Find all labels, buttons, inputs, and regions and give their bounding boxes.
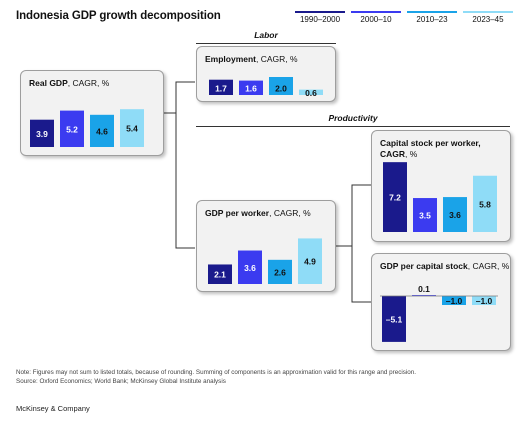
connector-capital-productivity bbox=[351, 246, 371, 303]
bar-4-1 bbox=[412, 295, 436, 296]
data-label-0-2: 4.6 bbox=[96, 126, 108, 136]
source-text: Source: Oxford Economics; World Bank; Mc… bbox=[16, 377, 226, 385]
panel-title-main: Capital stock per worker, bbox=[380, 138, 481, 148]
panel-title-main: Real GDP bbox=[29, 78, 68, 88]
panel-title-line2: CAGR bbox=[380, 149, 406, 159]
section-label-labor: Labor bbox=[254, 30, 278, 40]
data-label-1-3: 0.6 bbox=[305, 88, 317, 98]
data-label-3-1: 3.5 bbox=[419, 211, 431, 221]
bar-1-1 bbox=[239, 80, 263, 95]
data-label-4-1: 0.1 bbox=[418, 284, 430, 294]
bar-3-1 bbox=[413, 198, 437, 232]
legend-label: 2000–10 bbox=[360, 15, 392, 24]
bar-3-3 bbox=[473, 175, 497, 232]
legend-label: 2023–45 bbox=[472, 15, 504, 24]
data-label-0-3: 5.4 bbox=[126, 124, 138, 134]
panel-title-main: Employment bbox=[205, 54, 257, 64]
legend-swatch bbox=[351, 11, 401, 13]
bar-4-3 bbox=[472, 296, 496, 305]
panel-title-main: GDP per capital stock bbox=[380, 261, 468, 271]
bar-0-3 bbox=[120, 109, 144, 147]
section-rule-productivity bbox=[196, 126, 510, 127]
chart-legend: 1990–2000 2000–10 2010–23 2023–45 bbox=[295, 11, 515, 25]
data-label-2-0: 2.1 bbox=[214, 270, 226, 280]
data-label-4-2: –1.0 bbox=[446, 296, 463, 306]
legend-label: 2010–23 bbox=[416, 15, 448, 24]
bar-2-0 bbox=[208, 264, 232, 284]
bar-4-0 bbox=[382, 296, 406, 342]
panel-title-main: GDP per worker bbox=[205, 208, 270, 218]
bar-2-1 bbox=[238, 250, 262, 284]
legend-swatch bbox=[407, 11, 457, 13]
page-title: Indonesia GDP growth decomposition bbox=[16, 10, 221, 22]
data-label-1-0: 1.7 bbox=[215, 84, 227, 94]
data-label-0-1: 5.2 bbox=[66, 124, 78, 134]
connector-labor bbox=[164, 81, 195, 114]
connector-gdp-per-worker bbox=[175, 113, 195, 249]
panel-title-unit: , CAGR, % bbox=[256, 54, 298, 64]
data-label-3-0: 7.2 bbox=[389, 193, 401, 203]
bar-3-0 bbox=[383, 162, 407, 232]
section-rule-labor bbox=[196, 43, 336, 44]
panel-title-unit: , CAGR, % bbox=[269, 208, 311, 218]
bar-1-3 bbox=[299, 89, 323, 95]
data-label-2-2: 2.6 bbox=[274, 267, 286, 277]
panel-title: GDP per capital stock, CAGR, % bbox=[380, 261, 509, 272]
footnotes: Note: Figures may not sum to listed tota… bbox=[16, 369, 516, 386]
panel-title-unit: , % bbox=[405, 149, 418, 159]
panel-gdp-per-worker: GDP per worker, CAGR, % 2.1 3.6 2.6 4.9 bbox=[196, 200, 336, 292]
data-label-3-3: 5.8 bbox=[479, 199, 491, 209]
panel-real-gdp: Real GDP, CAGR, % 3.9 5.2 4.6 5.4 bbox=[20, 70, 164, 156]
panel-title-unit: , CAGR, % bbox=[467, 261, 510, 271]
bar-0-2 bbox=[90, 114, 114, 147]
section-label-productivity: Productivity bbox=[328, 113, 378, 123]
data-label-0-0: 3.9 bbox=[36, 129, 48, 139]
legend-swatch bbox=[295, 11, 345, 13]
bar-1-0 bbox=[209, 79, 233, 95]
panel-title: Capital stock per worker, CAGR, % bbox=[380, 138, 481, 160]
chart-real-gdp: 3.9 5.2 4.6 5.4 bbox=[30, 109, 144, 147]
data-label-2-1: 3.6 bbox=[244, 263, 256, 273]
legend-swatch bbox=[463, 11, 513, 13]
brand-name: McKinsey & Company bbox=[16, 404, 90, 413]
panel-title: Real GDP, CAGR, % bbox=[29, 78, 109, 89]
bar-2-2 bbox=[268, 259, 292, 284]
bar-3-2 bbox=[443, 197, 467, 232]
panel-title-unit: , CAGR, % bbox=[67, 78, 110, 88]
data-label-4-3: –1.0 bbox=[476, 296, 493, 306]
bar-4-2 bbox=[442, 296, 466, 305]
data-label-2-3: 4.9 bbox=[304, 257, 316, 267]
chart-capital-stock-per-worker: 7.2 3.5 3.6 5.8 bbox=[383, 162, 497, 232]
data-label-4-0: –5.1 bbox=[386, 314, 403, 324]
bar-0-1 bbox=[60, 110, 84, 147]
chart-gdp-per-capital-stock: –5.1 0.1 –1.0 –1.0 bbox=[380, 284, 498, 342]
panel-capital-stock-per-worker: Capital stock per worker, CAGR, % 7.2 3.5 3… bbox=[371, 130, 511, 242]
panel-gdp-per-capital-stock: GDP per capital stock, CAGR, % –5.1 0.1 –1… bbox=[371, 253, 511, 351]
chart-gdp-per-worker: 2.1 3.6 2.6 4.9 bbox=[208, 238, 322, 284]
data-label-1-2: 2.0 bbox=[275, 84, 287, 94]
data-label-3-2: 3.6 bbox=[449, 210, 461, 220]
bar-1-2 bbox=[269, 77, 293, 95]
bar-2-3 bbox=[298, 238, 322, 284]
note-text: Note: Figures may not sum to listed tota… bbox=[16, 369, 417, 376]
panel-title: GDP per worker, CAGR, % bbox=[205, 208, 311, 219]
panel-title: Employment, CAGR, % bbox=[205, 54, 298, 65]
bar-0-0 bbox=[30, 119, 54, 147]
legend-label: 1990–2000 bbox=[299, 15, 341, 24]
data-label-1-1: 1.6 bbox=[245, 84, 257, 94]
connector-capital bbox=[336, 184, 371, 247]
panel-employment: Employment, CAGR, % 1.7 1.6 2.0 0.6 bbox=[196, 46, 336, 102]
chart-employment: 1.7 1.6 2.0 0.6 bbox=[209, 77, 323, 98]
